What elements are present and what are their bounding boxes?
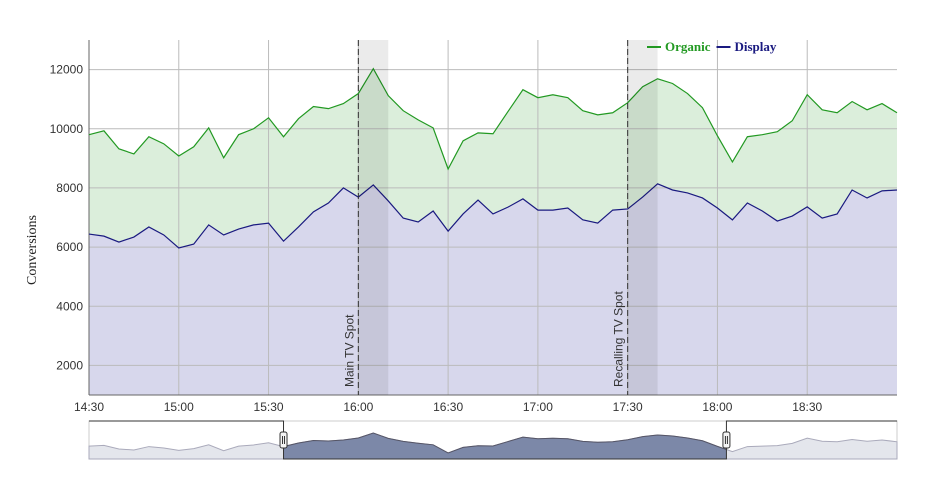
navigator-area-selected — [283, 432, 727, 459]
area-fill — [89, 183, 897, 395]
x-tick-label: 18:30 — [792, 400, 822, 414]
y-tick-label: 8000 — [56, 181, 83, 195]
y-tick-label: 10000 — [50, 122, 84, 136]
y-axis-label: Conversions — [25, 215, 40, 285]
y-tick-label: 12000 — [50, 63, 84, 77]
annotation-label: Main TV Spot — [342, 314, 356, 387]
x-tick-label: 16:00 — [343, 400, 373, 414]
navigator-handle[interactable] — [722, 431, 731, 449]
x-tick-label: 16:30 — [433, 400, 463, 414]
x-tick-label: 18:00 — [702, 400, 732, 414]
y-tick-label: 4000 — [56, 299, 83, 313]
annotation-band — [358, 40, 389, 395]
y-tick-label: 6000 — [56, 240, 83, 254]
x-tick-label: 14:30 — [74, 400, 104, 414]
series-line — [88, 67, 898, 171]
legend-label: Display — [735, 39, 777, 54]
navigator-handle[interactable] — [279, 431, 288, 449]
areas — [89, 68, 897, 395]
x-tick-label: 15:30 — [254, 400, 284, 414]
y-tick-label: 2000 — [56, 358, 83, 372]
legend-label: Organic — [665, 39, 711, 54]
annotation-label: Recalling TV Spot — [612, 291, 626, 387]
annotation-band — [627, 40, 658, 395]
plot: 2000 4000 6000 8000 10000 12000 14:30 15:00 15:3… — [50, 39, 898, 460]
series-line — [88, 183, 898, 249]
x-tick-label: 17:30 — [613, 400, 643, 414]
x-tick-label: 15:00 — [164, 400, 194, 414]
navigator-frame — [89, 420, 897, 460]
x-tick-label: 17:00 — [523, 400, 553, 414]
